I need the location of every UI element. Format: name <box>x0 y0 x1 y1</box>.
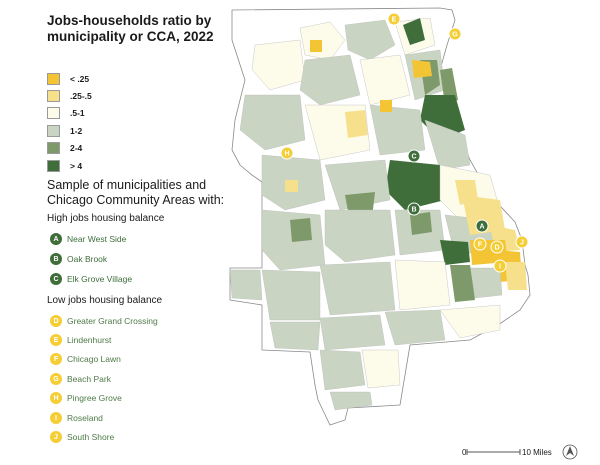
legend-label: 2-4 <box>70 143 83 154</box>
map-marker-g: G <box>448 27 462 41</box>
high-balance-item: A Near West Side <box>50 233 126 245</box>
legend-label: 1-2 <box>70 125 83 136</box>
map-marker-b: B <box>407 202 421 216</box>
area-name: Lindenhurst <box>67 335 112 345</box>
map-marker-a: A <box>475 219 489 233</box>
legend-item: 1-2 <box>47 122 92 139</box>
area-name: Elk Grove Village <box>67 274 133 284</box>
marker-badge: H <box>50 392 62 404</box>
legend-swatch <box>47 142 60 155</box>
low-balance-heading: Low jobs housing balance <box>47 295 163 306</box>
svg-text:I: I <box>499 264 501 271</box>
map-markers: E G H C B A F D I J <box>280 12 529 273</box>
area-name: Roseland <box>67 413 103 423</box>
svg-text:G: G <box>452 32 458 39</box>
marker-badge: G <box>50 373 62 385</box>
marker-badge: C <box>50 273 62 285</box>
low-balance-item: J South Shore <box>50 431 114 443</box>
map-marker-d: D <box>490 240 504 254</box>
legend-item: .25-.5 <box>47 87 92 104</box>
legend-swatch <box>47 159 60 172</box>
marker-badge: D <box>50 315 62 327</box>
scale-end-label: 10 Miles <box>522 448 552 457</box>
high-balance-item: B Oak Brook <box>50 253 107 265</box>
area-name: Oak Brook <box>67 254 108 264</box>
legend-item: > 4 <box>47 157 92 174</box>
area-name: Beach Park <box>67 374 111 384</box>
svg-text:A: A <box>479 224 484 231</box>
scale-bar <box>466 449 521 455</box>
low-balance-item: G Beach Park <box>50 373 111 385</box>
legend-label: < .25 <box>70 73 90 84</box>
high-balance-item: C Elk Grove Village <box>50 273 132 285</box>
map-marker-i: I <box>493 259 507 273</box>
legend-swatch <box>47 124 60 137</box>
scale-start-label: 0 <box>462 448 467 457</box>
marker-badge: E <box>50 334 62 346</box>
legend-swatch <box>47 72 60 85</box>
map-marker-c: C <box>407 149 421 163</box>
svg-text:C: C <box>411 154 416 161</box>
legend-item: .5-1 <box>47 105 92 122</box>
svg-text:E: E <box>392 17 397 24</box>
svg-text:D: D <box>494 245 499 252</box>
marker-badge: J <box>50 431 62 443</box>
legend-item: < .25 <box>47 70 92 87</box>
high-balance-heading: High jobs housing balance <box>47 213 165 224</box>
map-marker-h: H <box>280 146 294 160</box>
legend-item: 2-4 <box>47 140 92 157</box>
area-name: Greater Grand Crossing <box>67 316 158 326</box>
low-balance-item: E Lindenhurst <box>50 334 111 346</box>
legend-label: .5-1 <box>70 108 85 119</box>
legend-label: > 4 <box>70 160 83 171</box>
area-name: Near West Side <box>67 234 127 244</box>
map-title: Jobs-households ratio by municipality or… <box>47 13 214 44</box>
area-name: South Shore <box>67 432 115 442</box>
low-balance-item: F Chicago Lawn <box>50 353 121 365</box>
svg-text:F: F <box>478 242 483 249</box>
municipality-shapes <box>229 17 527 411</box>
marker-badge: I <box>50 412 62 424</box>
svg-text:J: J <box>520 240 524 247</box>
svg-text:B: B <box>411 207 416 214</box>
area-name: Pingree Grove <box>67 393 122 403</box>
ratio-legend: < .25 .25-.5 .5-1 1-2 2-4 > 4 <box>47 70 92 174</box>
area-name: Chicago Lawn <box>67 354 121 364</box>
samples-heading: Sample of municipalities and Chicago Com… <box>47 178 225 207</box>
north-arrow-icon <box>562 444 578 460</box>
map-marker-f: F <box>473 237 487 251</box>
low-balance-item: D Greater Grand Crossing <box>50 315 158 327</box>
legend-swatch <box>47 90 60 103</box>
svg-text:H: H <box>284 151 289 158</box>
map-marker-j: J <box>515 235 529 249</box>
low-balance-item: H Pingree Grove <box>50 392 122 404</box>
marker-badge: F <box>50 353 62 365</box>
marker-badge: B <box>50 253 62 265</box>
low-balance-item: I Roseland <box>50 412 103 424</box>
legend-label: .25-.5 <box>70 91 92 102</box>
marker-badge: A <box>50 233 62 245</box>
map-marker-e: E <box>387 12 401 26</box>
legend-swatch <box>47 107 60 120</box>
